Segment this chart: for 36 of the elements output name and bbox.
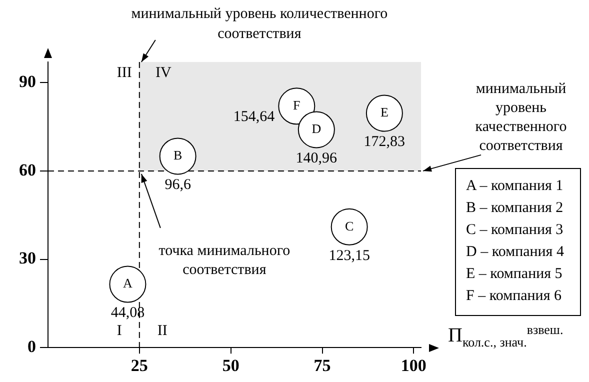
series-label: B (173, 148, 182, 163)
annotation: 44,08 (110, 305, 145, 322)
x-tick-label: 25 (130, 356, 148, 376)
series-label: D (312, 121, 322, 136)
annotation: точка минимального соответствия (158, 242, 290, 278)
annotation: III (116, 64, 132, 81)
annotation: 172,83 (364, 134, 406, 150)
text: A – компания 1 (466, 177, 564, 196)
series-label: F (293, 98, 300, 113)
annotation: 140,96 (296, 150, 338, 167)
y-tick-label: 90 (19, 72, 36, 91)
ref-line-label: минимальный уровень качественного соответствия (475, 80, 567, 154)
ref-line-label: минимальный уровень количественного соответствия (131, 6, 388, 42)
annotation: II (157, 322, 168, 339)
annotation: 96,6 (164, 177, 192, 194)
point (366, 94, 403, 132)
series-label: A (123, 276, 134, 291)
annotation: 154,64 (233, 108, 276, 125)
point (298, 111, 335, 148)
series-label: C (344, 218, 354, 234)
x-tick-label: 75 (314, 356, 331, 376)
text: E – компания 5 (466, 265, 564, 284)
annotation: 123,15 (328, 248, 370, 264)
y-tick-label: 30 (19, 248, 36, 268)
annotation: IV (156, 64, 172, 81)
x-tick-label: 100 (400, 356, 426, 376)
text: F – компания 6 (466, 287, 562, 306)
y-tick-label: 60 (19, 160, 36, 180)
text: C – компания 3 (466, 221, 564, 240)
annotation: I (116, 322, 122, 339)
point (159, 138, 196, 175)
series-label: E (380, 104, 388, 120)
text: D – компания 4 (466, 243, 565, 262)
x-tick-label: 50 (222, 356, 240, 376)
y-tick-label: 0 (28, 336, 36, 356)
text: B – компания 2 (466, 199, 564, 218)
